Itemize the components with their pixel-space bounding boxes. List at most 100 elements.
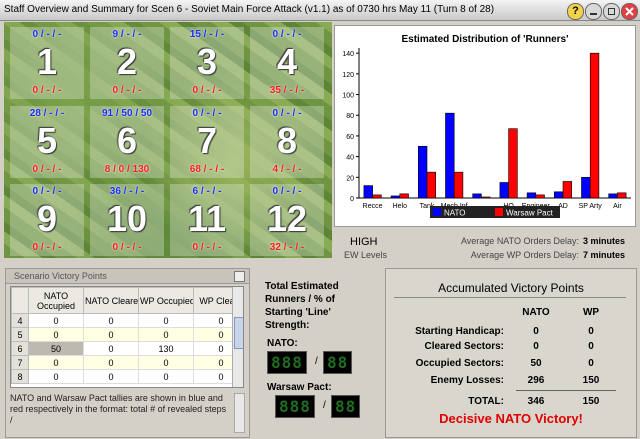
- x-tick-label: AD: [558, 203, 568, 210]
- sector-wp-tally: 0 / - / -: [32, 85, 62, 96]
- chart: Estimated Distribution of 'Runners' 0 20 40…: [342, 34, 631, 218]
- row-header: 6: [11, 341, 29, 356]
- bar: [390, 195, 401, 199]
- sector-nato-tally: 0 / - / -: [32, 186, 62, 197]
- table-cell: 0: [83, 341, 139, 356]
- row-label: TOTAL:: [468, 396, 504, 407]
- table-cell: 0: [138, 355, 194, 370]
- table-cell: 0: [83, 327, 139, 342]
- row-header: 4: [11, 313, 29, 328]
- y-tick-label: 40: [346, 155, 354, 162]
- separator: /: [315, 356, 318, 367]
- column-header: WP Occupied: [138, 287, 194, 314]
- y-tick-label: 80: [346, 113, 354, 120]
- bar: [499, 182, 509, 199]
- row-header: 8: [11, 369, 29, 384]
- row-label: Starting Handicap:: [415, 326, 504, 337]
- sector: 5 28 / - / - 0 / - / -: [10, 106, 84, 178]
- panel-toggle[interactable]: [234, 271, 245, 282]
- wp-delay: 7 minutes: [583, 250, 626, 260]
- y-tick-label: 0: [350, 196, 354, 203]
- sector-wp-tally: 35 / - / -: [269, 85, 305, 96]
- legend-swatch: [433, 208, 441, 216]
- bar: [363, 185, 373, 199]
- sector-wp-tally: 32 / - / -: [269, 242, 305, 253]
- row-label: Cleared Sectors:: [424, 341, 504, 352]
- sector-number: 1: [36, 41, 58, 82]
- ew-panel: HIGH EW Levels Average NATO Orders Delay…: [334, 228, 634, 262]
- wp-pct-display: 88: [331, 395, 361, 418]
- ew-level: HIGH: [350, 236, 378, 248]
- wp-label: Warsaw Pact:: [267, 382, 332, 393]
- bar: [562, 181, 573, 199]
- nato-pct-display: 88: [323, 351, 353, 374]
- sector-number: 8: [276, 120, 298, 161]
- sector-nato-tally: 15 / - / -: [189, 29, 225, 40]
- bar: [617, 192, 627, 199]
- victory-table: NATO WP Starting Handicap: 0 0 Cleared Sector…: [386, 269, 636, 437]
- bar: [472, 193, 482, 199]
- runners-title: Total Estimated Runners / % of Starting …: [265, 281, 339, 331]
- note-scrollbar[interactable]: [234, 393, 245, 433]
- sector: 6 91 / 50 / 50 8 / 0 / 130: [90, 106, 164, 178]
- wp-delay-label: Average WP Orders Delay:: [470, 250, 579, 260]
- sector-wp-tally: 0 / - / -: [32, 164, 62, 175]
- sector-nato-tally: 0 / - / -: [192, 108, 222, 119]
- sector-number: 6: [116, 120, 138, 161]
- victory-panel: Accumulated Victory Points NATO WP Startin…: [385, 268, 637, 438]
- sector-wp-tally: 68 / - / -: [189, 164, 225, 175]
- nato-points: 296: [527, 375, 545, 386]
- x-tick-label: Tank: [420, 203, 435, 210]
- nato-points: 0: [533, 326, 539, 337]
- sector-nato-tally: 0 / - / -: [32, 29, 62, 40]
- sector-nato-tally: 9 / - / -: [112, 29, 142, 40]
- total-rule: [516, 390, 616, 391]
- sector-wp-tally: 0 / - / -: [32, 242, 62, 253]
- y-tick-label: 60: [346, 134, 354, 141]
- victory-result: Decisive NATO Victory!: [439, 411, 583, 426]
- sector-number: 7: [196, 120, 218, 161]
- legend-label: NATO: [444, 209, 465, 218]
- maximize-button[interactable]: [603, 3, 620, 20]
- wp-points: 150: [582, 375, 600, 386]
- help-button[interactable]: ?: [567, 3, 584, 20]
- table-cell: 0: [138, 327, 194, 342]
- sector-number: 3: [196, 41, 218, 82]
- nato-points: 50: [530, 358, 542, 369]
- bar: [453, 171, 464, 199]
- scrollbar[interactable]: [232, 287, 243, 387]
- sector: 3 15 / - / - 0 / - / -: [170, 27, 244, 99]
- scenario-header: Scenario Victory Points: [6, 269, 249, 284]
- nato-delay: 3 minutes: [583, 236, 626, 246]
- sector-nato-tally: 28 / - / -: [29, 108, 65, 119]
- column-header: WP: [582, 307, 600, 318]
- sector-wp-tally: 0 / - / -: [192, 242, 222, 253]
- table-cell: 0: [193, 369, 243, 384]
- nato-total-display: 888: [267, 351, 307, 374]
- scenario-table: NATO Occupied NATO Cleared WP Occupied WP C…: [11, 287, 243, 384]
- chart-panel: Estimated Distribution of 'Runners' 0 20 40…: [334, 25, 636, 227]
- minimize-button[interactable]: [585, 3, 602, 20]
- table-cell: 0: [28, 313, 84, 328]
- bar: [581, 177, 591, 199]
- column-header: NATO Cleared: [83, 287, 139, 314]
- row-label: Occupied Sectors:: [415, 358, 504, 369]
- table-cell: 0: [138, 369, 194, 384]
- close-button[interactable]: [621, 3, 638, 20]
- bar: [399, 193, 409, 199]
- column-header: NATO: [522, 307, 550, 318]
- y-tick-label: 120: [342, 72, 354, 79]
- sector-wp-tally: 8 / 0 / 130: [104, 164, 150, 175]
- ew-label: EW Levels: [344, 250, 388, 260]
- sector-number: 10: [106, 198, 148, 239]
- bar: [535, 194, 545, 199]
- table-cell: 0: [138, 313, 194, 328]
- bar: [608, 193, 618, 199]
- table-cell: 50: [28, 341, 84, 356]
- separator: /: [323, 400, 326, 411]
- sector-nato-tally: 91 / 50 / 50: [101, 108, 153, 119]
